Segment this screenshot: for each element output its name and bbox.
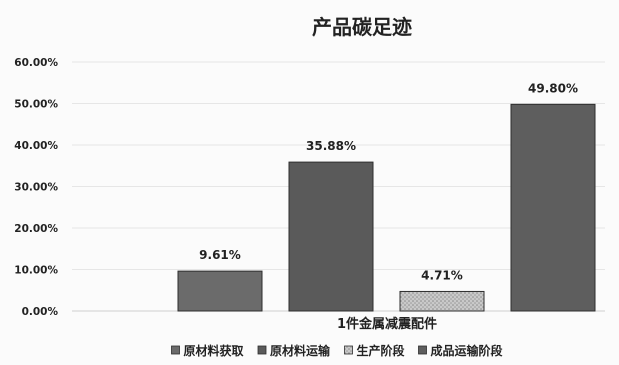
y-tick-label: 10.00% <box>14 265 58 277</box>
legend-label: 生产阶段 <box>357 343 406 358</box>
y-tick-label: 50.00% <box>14 99 58 111</box>
data-label: 49.80% <box>528 81 578 95</box>
legend-swatch <box>418 345 427 355</box>
y-tick-label: 20.00% <box>14 223 58 235</box>
bar-3 <box>399 290 485 312</box>
legend-swatch <box>257 345 267 355</box>
legend-label: 原材料运输 <box>270 343 331 358</box>
y-axis-ticks: 0.00% 10.00% 20.00% 30.00% 40.00% 50.00% 60.00… <box>14 57 58 318</box>
bars <box>177 103 596 312</box>
bar-1 <box>177 270 263 312</box>
legend: 原材料获取 原材料运输 生产阶段 成品运输阶段 <box>171 343 504 358</box>
y-tick-label: 40.00% <box>14 140 58 152</box>
bar-2 <box>288 161 374 312</box>
data-label: 35.88% <box>306 139 356 153</box>
data-labels: 9.61% 35.88% 4.71% 49.80% <box>199 81 578 282</box>
bar-4 <box>510 103 596 312</box>
legend-label: 成品运输阶段 <box>431 343 504 358</box>
legend-swatch <box>171 345 180 355</box>
chart-title: 产品碳足迹 <box>312 15 412 39</box>
data-label: 9.61% <box>199 248 241 262</box>
legend-label: 原材料获取 <box>184 343 244 358</box>
y-tick-label: 60.00% <box>14 57 58 69</box>
y-tick-label: 0.00% <box>22 306 59 318</box>
y-tick-label: 30.00% <box>14 182 58 194</box>
legend-swatch <box>344 345 353 355</box>
data-label: 4.71% <box>421 268 463 282</box>
x-axis-category-label: 1件金属减震配件 <box>337 316 437 332</box>
